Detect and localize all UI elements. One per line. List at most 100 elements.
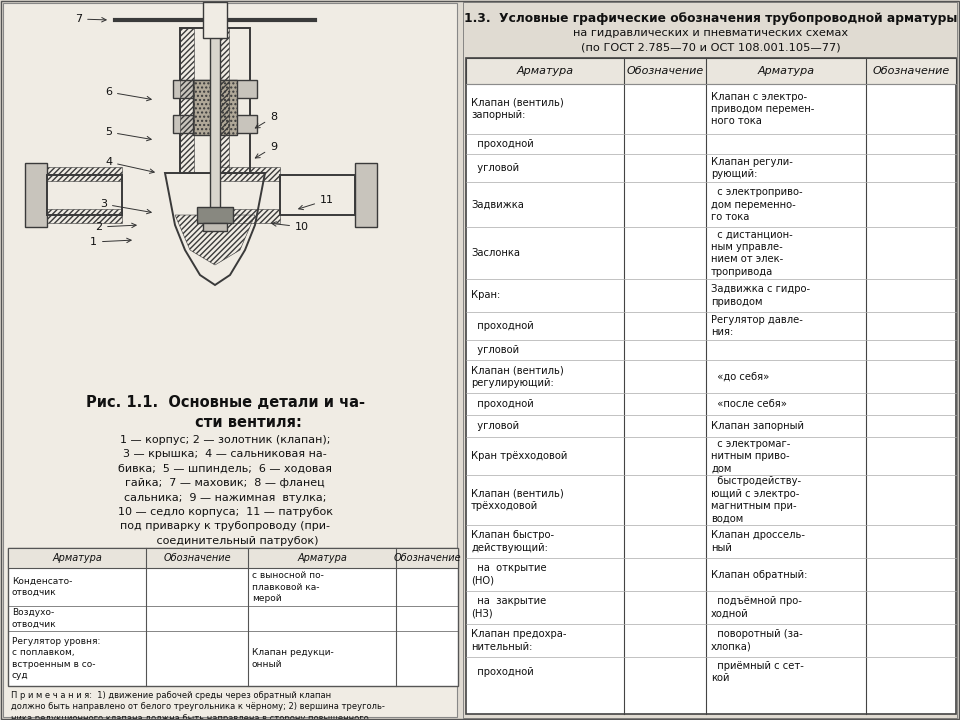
Text: с электроприво-
дом переменно-
го тока: с электроприво- дом переменно- го тока <box>711 187 803 222</box>
Text: M: M <box>907 474 915 484</box>
Circle shape <box>903 76 919 91</box>
Text: угловой: угловой <box>471 345 519 355</box>
Text: 4: 4 <box>105 157 155 174</box>
Circle shape <box>446 565 454 574</box>
Text: Клапан (вентиль)
регулирующий:: Клапан (вентиль) регулирующий: <box>471 365 564 387</box>
Polygon shape <box>190 611 204 626</box>
Text: Рис. 1.1.  Основные детали и ча-
         сти вентиля:: Рис. 1.1. Основные детали и ча- сти вент… <box>85 395 365 430</box>
Text: Кран:: Кран: <box>471 290 500 300</box>
Polygon shape <box>197 652 204 665</box>
Text: угловой: угловой <box>471 163 519 173</box>
Bar <box>203 2 227 38</box>
Text: Клапан с электро-
приводом перемен-
ного тока: Клапан с электро- приводом перемен- ного… <box>711 91 814 127</box>
Polygon shape <box>911 287 919 304</box>
Polygon shape <box>657 318 665 334</box>
Text: 2: 2 <box>95 222 136 232</box>
Polygon shape <box>657 492 665 508</box>
Polygon shape <box>911 101 919 117</box>
Polygon shape <box>190 580 204 594</box>
Text: 8: 8 <box>255 112 277 128</box>
Polygon shape <box>903 664 911 680</box>
Text: Обозначение: Обозначение <box>394 553 461 563</box>
Polygon shape <box>911 245 919 261</box>
Text: 10: 10 <box>272 222 309 232</box>
Bar <box>905 217 917 229</box>
Polygon shape <box>903 492 911 508</box>
Text: Клапан предохра-
нительный:: Клапан предохра- нительный: <box>471 629 566 652</box>
Text: Арматура: Арматура <box>297 553 347 563</box>
Text: 6: 6 <box>105 87 151 101</box>
Text: на  закрытие
(НЗ): на закрытие (НЗ) <box>471 596 546 618</box>
Polygon shape <box>903 600 911 616</box>
Polygon shape <box>911 396 919 412</box>
Bar <box>8 548 458 568</box>
Polygon shape <box>911 664 919 680</box>
Polygon shape <box>657 396 665 412</box>
Text: проходной: проходной <box>471 321 534 331</box>
Polygon shape <box>903 197 911 212</box>
Text: Задвижка: Задвижка <box>471 199 524 210</box>
Polygon shape <box>906 237 916 245</box>
Text: 11: 11 <box>299 195 334 210</box>
Polygon shape <box>906 189 916 197</box>
Bar <box>47 167 122 181</box>
Polygon shape <box>903 448 911 464</box>
Bar <box>180 28 194 173</box>
Polygon shape <box>906 361 916 369</box>
Text: быстродейству-
ющий с электро-
магнитным при-
водом: быстродейству- ющий с электро- магнитным… <box>711 477 802 523</box>
Text: Арматура: Арматура <box>52 553 102 563</box>
Bar <box>193 80 237 135</box>
Polygon shape <box>420 652 434 665</box>
Polygon shape <box>165 173 265 285</box>
Text: Обозначение: Обозначение <box>873 66 949 76</box>
Polygon shape <box>903 101 911 117</box>
Bar <box>3 3 457 717</box>
Text: с электромаг-
нитным приво-
дом: с электромаг- нитным приво- дом <box>711 438 790 474</box>
Circle shape <box>903 194 919 210</box>
Text: «после себя»: «после себя» <box>711 399 787 409</box>
Polygon shape <box>911 197 919 212</box>
Text: Кран трёхходовой: Кран трёхходовой <box>471 451 567 461</box>
Polygon shape <box>657 342 665 358</box>
Text: проходной: проходной <box>471 667 534 677</box>
Text: Клапан (вентиль)
запорный:: Клапан (вентиль) запорный: <box>471 98 564 120</box>
Bar <box>215 28 229 173</box>
Polygon shape <box>660 388 670 396</box>
Bar <box>445 582 455 593</box>
Text: M: M <box>907 431 915 440</box>
Polygon shape <box>420 580 427 594</box>
Text: Клапан быстро-
действующий:: Клапан быстро- действующий: <box>471 531 554 553</box>
Polygon shape <box>665 448 673 464</box>
Text: с дистанцион-
ным управле-
нием от элек-
тропривода: с дистанцион- ным управле- нием от элек-… <box>711 230 793 276</box>
Text: Клапан регули-
рующий:: Клапан регули- рующий: <box>711 157 793 179</box>
Bar <box>173 115 257 133</box>
Text: «до себя»: «до себя» <box>711 372 769 382</box>
Polygon shape <box>665 136 673 152</box>
Bar <box>173 653 183 664</box>
Text: 7: 7 <box>75 14 107 24</box>
Polygon shape <box>665 664 673 680</box>
Bar <box>466 58 956 84</box>
Polygon shape <box>903 632 911 649</box>
Text: Задвижка с гидро-
приводом: Задвижка с гидро- приводом <box>711 284 810 307</box>
Bar <box>904 269 918 279</box>
Bar <box>197 207 233 223</box>
Text: Заслонка: Заслонка <box>471 248 520 258</box>
Text: 1: 1 <box>90 237 132 247</box>
Bar <box>180 28 250 173</box>
Text: (по ГОСТ 2.785—70 и ОСТ 108.001.105—77): (по ГОСТ 2.785—70 и ОСТ 108.001.105—77) <box>581 42 841 52</box>
Bar <box>215 167 280 181</box>
Polygon shape <box>911 534 919 549</box>
Text: поворотный (за-
хлопка): поворотный (за- хлопка) <box>711 629 803 652</box>
Bar <box>280 175 355 215</box>
Text: 1.3.  Условные графические обозначения трубопроводной арматуры: 1.3. Условные графические обозначения тр… <box>465 12 958 25</box>
Polygon shape <box>661 414 669 423</box>
Bar <box>466 58 956 714</box>
Bar <box>905 431 917 440</box>
Text: Воздухо-
отводчик: Воздухо- отводчик <box>12 608 57 629</box>
Text: проходной: проходной <box>471 139 534 149</box>
Text: угловой: угловой <box>471 421 519 431</box>
Bar <box>47 209 122 223</box>
Text: подъёмной про-
ходной: подъёмной про- ходной <box>711 596 802 618</box>
Circle shape <box>179 636 187 645</box>
